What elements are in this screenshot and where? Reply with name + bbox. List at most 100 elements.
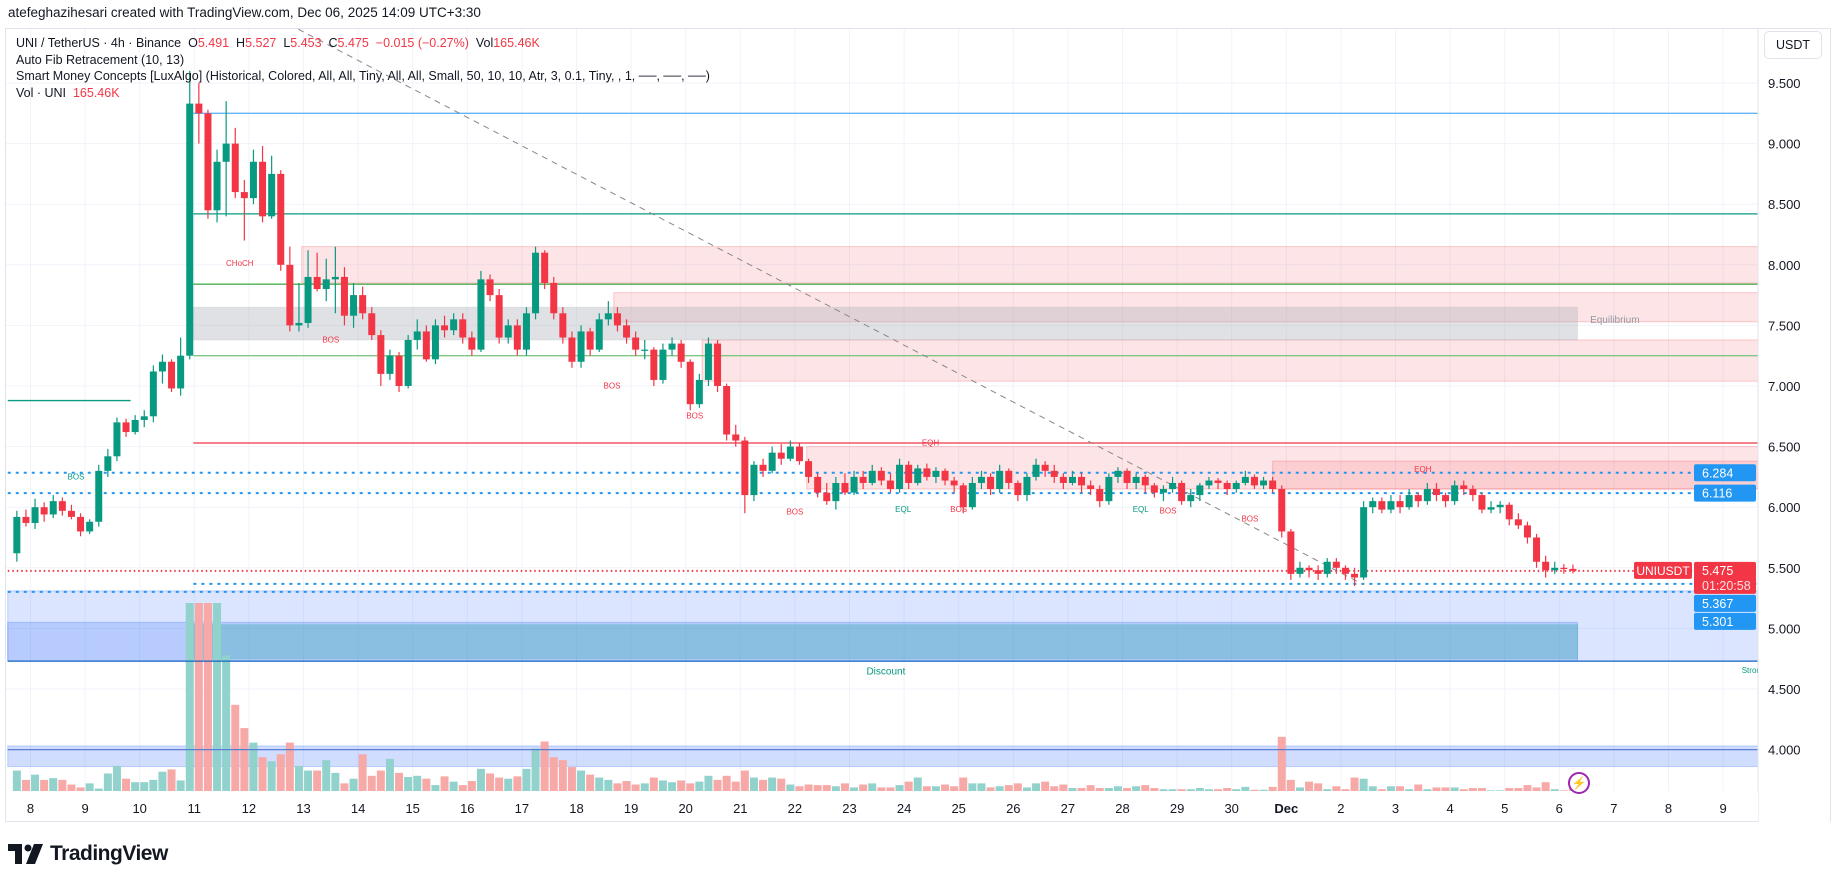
close-value: 5.475 (337, 36, 369, 50)
indicator-smc[interactable]: Smart Money Concepts [LuxAlgo] (Historic… (16, 69, 710, 83)
candle-up (695, 379, 703, 405)
volume-bars (12, 603, 1577, 791)
candle-up (477, 279, 485, 350)
time-tick-label: 9 (1719, 801, 1726, 816)
candle-down (877, 470, 885, 481)
candle-down (377, 335, 385, 374)
candle-up (868, 470, 876, 483)
smc-label: EQH (1414, 465, 1432, 474)
time-tick-label: 29 (1170, 801, 1184, 816)
volume-bar (395, 772, 404, 791)
time-tick-label: 30 (1224, 801, 1238, 816)
volume-bar (404, 776, 413, 791)
volume-bar (1059, 784, 1068, 791)
discount-zone (7, 621, 1578, 662)
supply-zone (1272, 460, 1758, 490)
candle-down (395, 355, 403, 386)
demand-zone (7, 590, 1758, 662)
volume-bar (340, 783, 349, 791)
volume-bar (931, 786, 940, 791)
volume-bar (140, 782, 149, 791)
candle-down (841, 482, 849, 493)
volume-bar (1250, 789, 1259, 791)
time-tick-label: 22 (788, 801, 802, 816)
candle-down (1542, 561, 1550, 571)
candle-down (1341, 567, 1349, 574)
candle-up (304, 276, 312, 323)
indicator-volume-value: 165.46K (72, 86, 120, 100)
candle-up (386, 355, 394, 374)
smc-label: BOS (68, 472, 85, 481)
indicator-volume[interactable]: Vol · UNI 165.46K (16, 86, 120, 100)
volume-bar (431, 785, 440, 791)
time-tick-label: 6 (1556, 801, 1563, 816)
candle-up (1323, 561, 1331, 574)
volume-bar (995, 786, 1004, 791)
volume-bar (422, 778, 431, 791)
volume-bar (649, 777, 658, 791)
candle-down (1278, 489, 1286, 532)
candle-down (559, 313, 567, 338)
time-tick-label: 19 (624, 801, 638, 816)
volume-bar (1050, 786, 1059, 791)
price-tick-label: 6.000 (1768, 500, 1801, 515)
volume-bar (285, 742, 294, 791)
symbol-name[interactable]: UNI / TetherUS · 4h · Binance (16, 36, 182, 50)
volume-bar (21, 779, 30, 791)
volume-bar (331, 772, 340, 791)
candle-down (859, 476, 867, 483)
currency-button[interactable]: USDT (1764, 31, 1822, 59)
candle-down (359, 295, 367, 314)
candle-up (104, 456, 112, 471)
time-tick-label: 4 (1446, 801, 1453, 816)
volume-bar (1541, 782, 1550, 791)
candle-down (741, 440, 749, 496)
volume-bar (240, 728, 249, 791)
candle-down (340, 276, 348, 316)
candle-down (759, 464, 767, 471)
candle-up (1169, 482, 1177, 490)
volume-bar (558, 760, 567, 791)
candle-up (1114, 470, 1122, 477)
price-tag (1694, 484, 1756, 502)
price-axis[interactable]: 9.500 9.000 8.500 8.000 7.500 7.000 6.500 6.000… (1757, 29, 1830, 822)
volume-bar (376, 770, 385, 791)
volume-bar (686, 783, 695, 791)
symbol-legend[interactable]: UNI / TetherUS · 4h · Binance O5.491 H5.… (16, 36, 540, 50)
high-label: H (236, 36, 246, 50)
volume-bar (1232, 789, 1241, 791)
lightning-icon[interactable]: ⚡ (1568, 772, 1590, 794)
volume-bar (668, 782, 677, 791)
candle-up (1296, 567, 1304, 574)
candle-down (168, 361, 176, 389)
candle-down (586, 331, 594, 350)
candle-down (623, 325, 631, 338)
candle-up (768, 452, 776, 471)
time-tick-label: 21 (733, 801, 747, 816)
volume-bar (1186, 789, 1195, 791)
volume-bar (1423, 789, 1432, 791)
candle-down (468, 337, 476, 350)
candle-down (1460, 485, 1468, 490)
volume-bar (840, 783, 849, 791)
candle-up (1068, 476, 1076, 483)
candle-up (413, 331, 421, 340)
candle-down (723, 386, 731, 435)
time-axis-bg (6, 791, 1758, 821)
candle-up (1260, 480, 1268, 486)
candle-down (513, 325, 521, 350)
candle-down (1014, 482, 1022, 496)
candle-down (40, 507, 48, 515)
volume-bar (1113, 786, 1122, 791)
candle-up (968, 482, 976, 508)
indicator-fib[interactable]: Auto Fib Retracement (10, 13) (16, 53, 185, 67)
time-tick-label: 25 (951, 801, 965, 816)
supply-zone (613, 292, 1758, 323)
volume-bar (1505, 788, 1514, 791)
time-axis[interactable]: 8 9 10 11 12 13 14 15 16 17 18 19 20 21 22 23 24 25 26 27 28… (6, 791, 1758, 821)
price-tag-value: 5.301 (1702, 615, 1733, 629)
volume-bar (804, 784, 813, 791)
candle-down (814, 476, 822, 493)
